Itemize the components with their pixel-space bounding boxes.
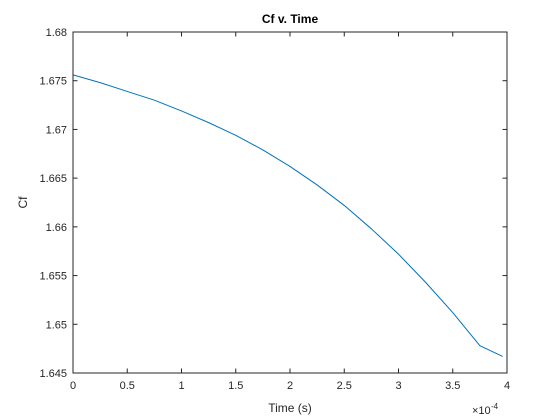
x-axis-exponent-base: ×10 <box>472 405 491 417</box>
y-tick-label: 1.655 <box>39 271 67 283</box>
y-tick-label: 1.66 <box>46 222 67 234</box>
y-tick-label: 1.68 <box>46 27 67 39</box>
x-axis-exponent-power: -4 <box>491 402 499 411</box>
x-tick-label: 3 <box>395 380 401 392</box>
series-layer <box>72 74 503 357</box>
x-tick-label: 1 <box>178 380 184 392</box>
y-axis-title: Cf <box>16 196 30 209</box>
x-tick-label: 3.5 <box>445 380 460 392</box>
x-tick-label: 2 <box>287 380 293 392</box>
x-tick-label: 1.5 <box>228 380 243 392</box>
x-tick-label: 2.5 <box>337 380 352 392</box>
y-tick-label: 1.65 <box>46 319 67 331</box>
x-axis-exponent: ×10 -4 <box>472 402 499 417</box>
x-tick-label: 0.5 <box>120 380 135 392</box>
y-tick-label: 1.675 <box>39 76 67 88</box>
y-tick-label: 1.665 <box>39 173 67 185</box>
ticks-layer: 0 0.5 1 1.5 2 2.5 3 3.5 4 1.645 1.65 1.655 1.66 1.665… <box>39 27 510 392</box>
x-tick-label: 4 <box>504 380 510 392</box>
chart-title: Cf v. Time <box>262 12 319 26</box>
y-tick-label: 1.67 <box>46 124 67 136</box>
x-tick-label: 0 <box>70 380 76 392</box>
series-line-0 <box>72 74 503 357</box>
y-tick-label: 1.645 <box>39 368 67 380</box>
x-axis-title: Time (s) <box>268 401 312 415</box>
plot-frame <box>72 31 508 374</box>
plot-area <box>73 32 507 373</box>
